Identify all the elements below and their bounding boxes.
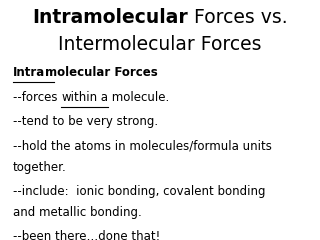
Text: --been there…done that!: --been there…done that! [13, 230, 160, 240]
Text: Intermolecular Forces: Intermolecular Forces [58, 35, 262, 54]
Text: within: within [61, 91, 97, 104]
Text: a molecule.: a molecule. [97, 91, 169, 104]
Text: and metallic bonding.: and metallic bonding. [13, 206, 141, 219]
Text: --forces: --forces [13, 91, 61, 104]
Text: together.: together. [13, 161, 67, 174]
Text: --include:  ionic bonding, covalent bonding: --include: ionic bonding, covalent bondi… [13, 185, 265, 198]
Text: --hold the atoms in molecules/formula units: --hold the atoms in molecules/formula un… [13, 139, 272, 152]
Text: Forces vs.: Forces vs. [188, 8, 288, 27]
Text: Intra: Intra [13, 66, 45, 79]
Text: Intramolecular: Intramolecular [32, 8, 188, 27]
Text: molecular Forces: molecular Forces [45, 66, 158, 79]
Text: --tend to be very strong.: --tend to be very strong. [13, 115, 158, 128]
